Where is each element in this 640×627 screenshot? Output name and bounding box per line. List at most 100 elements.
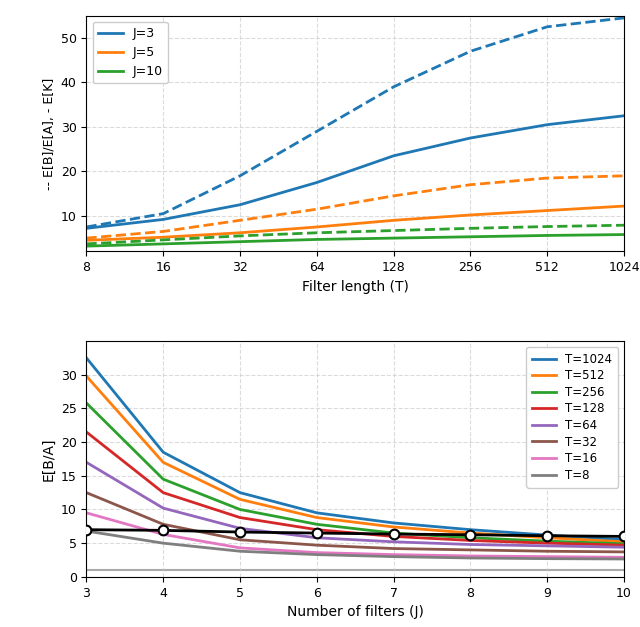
T=512 [620, 538, 628, 545]
T=128 [543, 539, 551, 547]
T=128 [236, 514, 244, 521]
J=5 [83, 236, 90, 244]
T=256 [390, 529, 397, 537]
T=32 [543, 547, 551, 555]
J=5 [236, 229, 244, 236]
T=1024 [236, 489, 244, 497]
J=3 [83, 224, 90, 232]
T=512 [83, 372, 90, 380]
T=1024 [313, 509, 321, 517]
T=1024 [159, 448, 167, 456]
J=5 [159, 233, 167, 241]
J=5 [620, 203, 628, 210]
J=5 [543, 207, 551, 214]
J=10 [390, 234, 397, 242]
T=16 [390, 551, 397, 559]
T=32 [236, 536, 244, 544]
Line: T=256: T=256 [86, 403, 624, 544]
T=256 [543, 537, 551, 545]
T=1024 [390, 519, 397, 527]
X-axis label: Filter length (T): Filter length (T) [302, 280, 408, 293]
J=10 [620, 231, 628, 238]
Line: T=512: T=512 [86, 376, 624, 542]
T=512 [543, 534, 551, 542]
T=64 [620, 544, 628, 551]
T=512 [467, 529, 474, 537]
T=16 [620, 554, 628, 561]
T=512 [159, 458, 167, 466]
T=32 [83, 489, 90, 497]
T=1024 [620, 536, 628, 544]
Line: J=3: J=3 [86, 116, 624, 228]
T=512 [390, 523, 397, 530]
T=16 [313, 549, 321, 556]
J=3 [313, 179, 321, 186]
T=256 [313, 520, 321, 528]
T=16 [83, 509, 90, 517]
T=16 [467, 552, 474, 560]
T=128 [620, 542, 628, 549]
J=10 [467, 233, 474, 241]
T=32 [467, 546, 474, 554]
T=128 [313, 526, 321, 534]
T=128 [390, 533, 397, 540]
Line: T=128: T=128 [86, 432, 624, 545]
T=64 [467, 540, 474, 548]
T=8 [236, 547, 244, 555]
T=32 [313, 542, 321, 549]
T=64 [543, 542, 551, 550]
T=128 [159, 489, 167, 497]
T=256 [83, 399, 90, 407]
T=256 [236, 506, 244, 514]
Y-axis label: -- E[B]/E[A], - E[K]: -- E[B]/E[A], - E[K] [42, 78, 55, 190]
Line: T=1024: T=1024 [86, 358, 624, 540]
Legend: J=3, J=5, J=10: J=3, J=5, J=10 [93, 22, 168, 83]
J=3 [159, 216, 167, 223]
T=16 [159, 530, 167, 538]
T=8 [159, 539, 167, 547]
J=10 [159, 240, 167, 248]
T=64 [83, 458, 90, 466]
Line: T=8: T=8 [86, 531, 624, 559]
T=64 [236, 525, 244, 532]
T=8 [620, 556, 628, 563]
Line: J=10: J=10 [86, 234, 624, 246]
T=512 [236, 495, 244, 503]
J=5 [467, 211, 474, 219]
T=16 [543, 553, 551, 561]
T=8 [543, 555, 551, 562]
T=256 [620, 540, 628, 547]
J=3 [390, 152, 397, 160]
J=10 [236, 238, 244, 245]
Line: J=5: J=5 [86, 206, 624, 240]
T=8 [390, 553, 397, 561]
T=8 [313, 551, 321, 559]
T=16 [236, 544, 244, 552]
Legend: T=1024, T=512, T=256, T=128, T=64, T=32, T=16, T=8: T=1024, T=512, T=256, T=128, T=64, T=32,… [526, 347, 618, 488]
Line: T=64: T=64 [86, 462, 624, 547]
Y-axis label: E[B/A]: E[B/A] [41, 437, 55, 481]
J=10 [83, 243, 90, 250]
J=5 [390, 216, 397, 224]
T=512 [313, 514, 321, 521]
T=256 [467, 534, 474, 542]
T=1024 [543, 531, 551, 539]
J=3 [620, 112, 628, 120]
T=32 [620, 548, 628, 556]
T=32 [159, 520, 167, 528]
J=3 [236, 201, 244, 209]
J=3 [467, 134, 474, 142]
Line: T=32: T=32 [86, 493, 624, 552]
Line: T=16: T=16 [86, 513, 624, 557]
T=64 [159, 504, 167, 512]
T=128 [467, 537, 474, 544]
X-axis label: Number of filters (J): Number of filters (J) [287, 605, 424, 619]
T=1024 [467, 526, 474, 534]
T=8 [467, 554, 474, 562]
T=1024 [83, 354, 90, 362]
T=64 [390, 538, 397, 545]
J=10 [313, 236, 321, 243]
T=32 [390, 545, 397, 552]
J=3 [543, 121, 551, 129]
J=5 [313, 223, 321, 231]
